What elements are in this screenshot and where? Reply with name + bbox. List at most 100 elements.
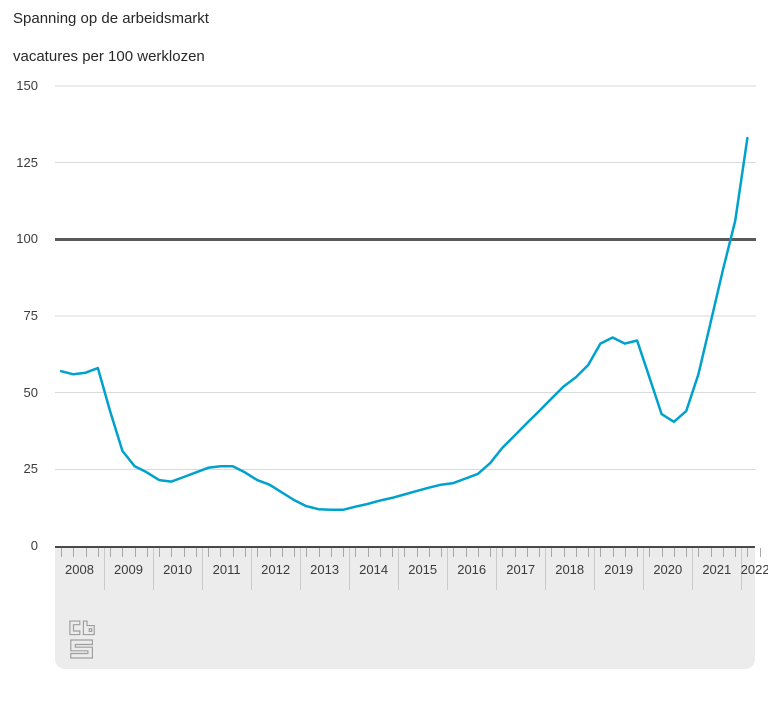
quarter-tick — [441, 548, 442, 557]
quarter-tick — [747, 548, 749, 557]
year-separator — [643, 548, 645, 590]
quarter-tick — [551, 548, 553, 557]
quarter-tick — [637, 548, 639, 557]
year-label-2020: 2020 — [653, 562, 683, 577]
quarter-tick — [318, 548, 320, 557]
quarter-tick — [526, 548, 528, 557]
year-separator — [594, 548, 596, 590]
cbs-logo-letter-b-counter — [88, 628, 93, 633]
vacancies-per-100-unemployed-line — [59, 136, 749, 512]
quarter-tick — [281, 548, 283, 557]
year-label-2008: 2008 — [65, 562, 94, 577]
quarter-tick — [514, 548, 516, 557]
quarter-tick — [428, 548, 430, 557]
year-separator — [251, 548, 253, 590]
year-separator — [202, 548, 204, 590]
quarter-tick — [649, 548, 651, 557]
cbs-logo-letter-s — [70, 639, 93, 659]
quarter-tick — [245, 548, 246, 557]
quarter-tick — [257, 548, 259, 557]
year-separator — [398, 548, 400, 590]
cbs-logo-letter-c — [69, 620, 81, 636]
quarter-tick — [392, 548, 393, 557]
quarter-tick — [673, 548, 675, 557]
quarter-tick — [85, 548, 87, 557]
year-label-2022: 2022 — [740, 562, 768, 577]
year-label-2015: 2015 — [408, 562, 438, 577]
y-axis-label-150: 150 — [16, 78, 38, 93]
gridlines — [55, 85, 756, 470]
quarter-tick — [661, 548, 663, 557]
quarter-tick — [220, 548, 222, 557]
quarter-tick — [588, 548, 590, 557]
quarter-tick — [343, 548, 344, 557]
y-axis-label-75: 75 — [23, 308, 38, 323]
quarter-tick — [722, 548, 724, 557]
quarter-tick — [710, 548, 712, 557]
y-axis-label-100: 100 — [16, 231, 38, 247]
quarter-tick — [686, 548, 688, 557]
year-label-2017: 2017 — [506, 562, 536, 577]
quarter-tick — [122, 548, 124, 557]
quarter-tick — [404, 548, 406, 557]
year-label-2013: 2013 — [310, 562, 340, 577]
quarter-tick — [563, 548, 565, 557]
year-separator — [496, 548, 498, 590]
y-axis-label-50: 50 — [23, 384, 38, 400]
year-separator — [692, 548, 694, 590]
quarter-tick — [159, 548, 161, 557]
quarter-tick — [306, 548, 308, 557]
y-axis-label-25: 25 — [23, 461, 38, 477]
y-axis-label-0: 0 — [30, 538, 38, 553]
quarter-tick — [416, 548, 418, 557]
quarter-tick — [294, 548, 295, 557]
year-separator — [153, 548, 154, 590]
cbs-logo-letter-b — [82, 620, 95, 636]
quarter-tick — [367, 548, 369, 557]
quarter-tick — [61, 548, 63, 557]
year-label-2019: 2019 — [604, 562, 634, 577]
chart-subtitle: vacatures per 100 werklozen — [13, 48, 205, 65]
page-title: Spanning op de arbeidsmarkt — [13, 10, 209, 27]
quarter-tick — [208, 548, 210, 557]
x-axis-band: 2008 2009 2010 2011 2012 2013 2014 2015 2016 2017… — [55, 546, 768, 669]
quarter-tick — [502, 548, 504, 557]
quarter-tick — [97, 548, 99, 557]
quarter-tick — [146, 548, 148, 557]
year-label-2014: 2014 — [359, 562, 389, 577]
quarter-tick — [600, 548, 602, 557]
year-label-2018: 2018 — [555, 562, 585, 577]
year-separator — [447, 548, 449, 590]
year-label-2016: 2016 — [457, 562, 487, 577]
quarter-tick — [539, 548, 541, 557]
quarter-tick — [134, 548, 136, 557]
year-label-2012: 2012 — [261, 562, 291, 577]
quarter-tick — [355, 548, 357, 557]
quarter-tick — [612, 548, 614, 557]
quarter-tick — [183, 548, 185, 557]
year-separator — [300, 548, 302, 590]
quarter-tick — [465, 548, 467, 557]
quarter-tick — [171, 548, 173, 557]
quarter-tick — [490, 548, 492, 557]
quarter-tick — [195, 548, 197, 557]
year-label-2011: 2011 — [212, 562, 241, 577]
year-label-2009: 2009 — [114, 562, 143, 577]
quarter-tick — [110, 548, 112, 557]
year-separator — [104, 548, 105, 590]
quarter-tick — [453, 548, 455, 557]
quarter-tick — [624, 548, 626, 557]
quarter-tick — [269, 548, 271, 557]
quarter-tick — [575, 548, 577, 557]
year-separator — [545, 548, 547, 590]
year-label-2021: 2021 — [702, 562, 732, 577]
quarter-tick — [698, 548, 700, 557]
year-label-2010: 2010 — [163, 562, 193, 577]
cbs-logo — [69, 620, 95, 659]
year-separator — [349, 548, 351, 590]
quarter-tick — [73, 548, 75, 557]
year-separator — [741, 548, 743, 590]
quarter-tick — [330, 548, 332, 557]
